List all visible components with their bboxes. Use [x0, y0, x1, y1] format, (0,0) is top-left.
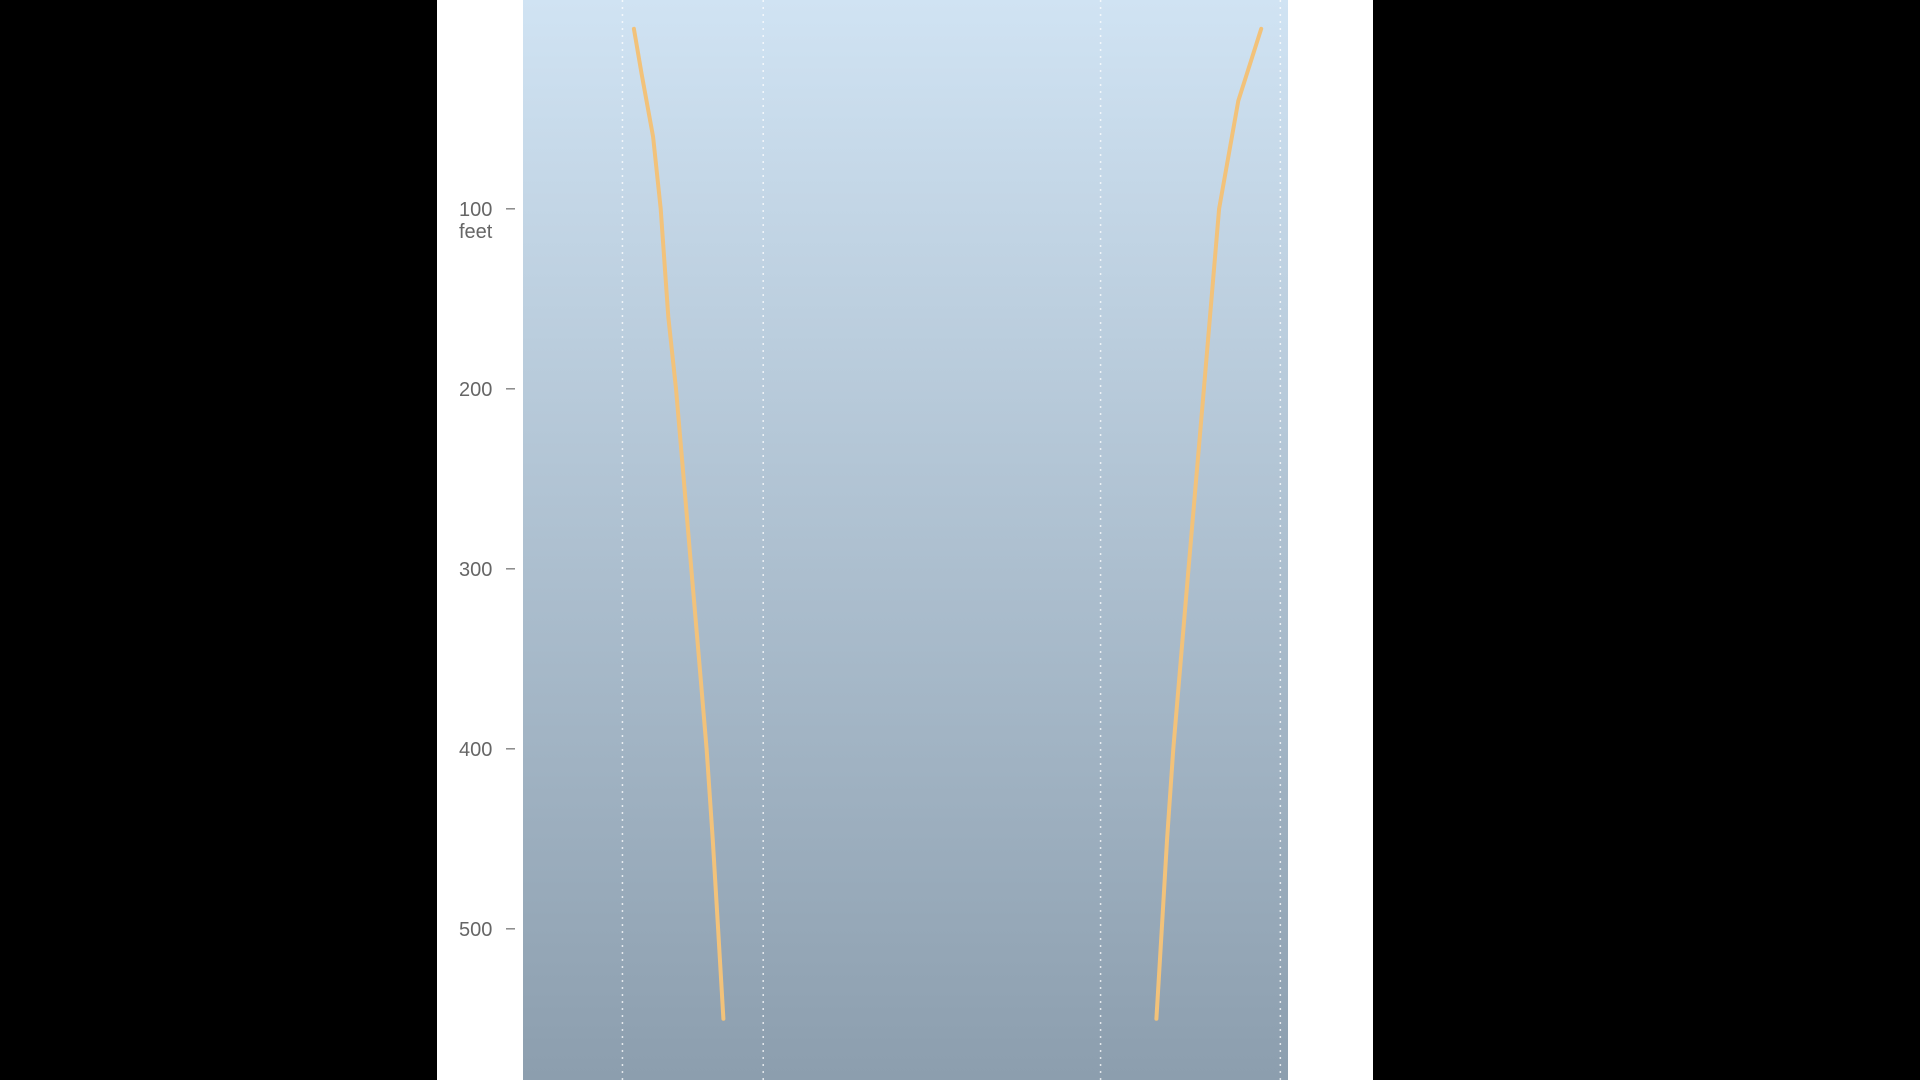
y-tick-label-300: 300	[459, 559, 492, 581]
chart-frame: 100 feet 200 300 400 500	[437, 0, 1373, 1080]
gridlines	[621, 0, 1282, 1080]
series-line-2	[1154, 26, 1264, 1021]
y-tick-label-100: 100	[459, 199, 492, 221]
y-tick-label-200: 200	[459, 379, 492, 401]
series-group	[631, 26, 1264, 1021]
y-tick-label-500: 500	[459, 919, 492, 941]
plot-area	[523, 0, 1288, 1080]
y-tick-label-400: 400	[459, 739, 492, 761]
series-line-1	[631, 26, 726, 1021]
y-unit-label: feet	[459, 221, 493, 243]
